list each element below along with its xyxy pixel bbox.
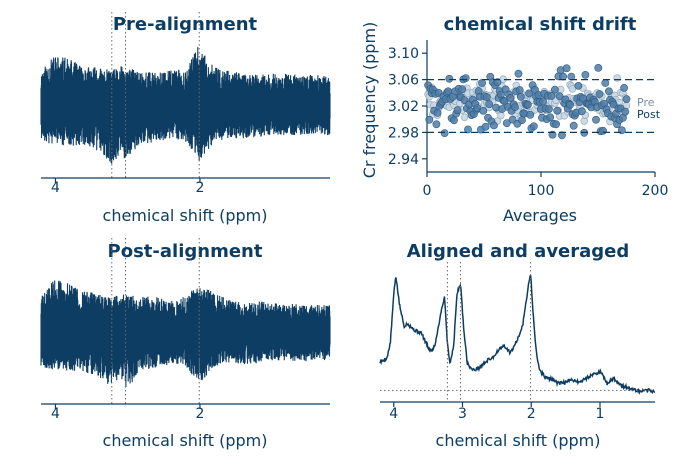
pre-point — [489, 121, 498, 130]
x-tick-label: 2 — [195, 406, 204, 422]
drift-xlabel: Averages — [503, 206, 577, 225]
y-tick-label: 3.10 — [388, 46, 419, 62]
pre-point — [529, 122, 538, 131]
pre-point — [425, 115, 434, 124]
post-point — [460, 113, 469, 121]
drift-ylabel: Cr frequency (ppm) — [360, 22, 379, 179]
spectrum-trace — [40, 280, 331, 388]
x-tick-label: 2 — [527, 406, 536, 422]
x-tick-label: 200 — [642, 183, 669, 199]
x-tick-label: 4 — [51, 180, 60, 196]
pre-point — [621, 107, 630, 116]
pre-point — [514, 69, 523, 78]
pre-point — [485, 100, 494, 108]
pre-point — [511, 103, 519, 111]
pre-point — [526, 111, 535, 119]
x-tick-label: 1 — [596, 406, 605, 422]
pre-point — [553, 106, 562, 115]
pre-series-label: Pre — [637, 96, 655, 109]
pre-point — [464, 125, 472, 134]
pre-point — [479, 107, 488, 115]
pre-point — [620, 84, 628, 92]
pre-point — [622, 95, 631, 103]
pre-point — [516, 92, 525, 101]
x-tick-label: 100 — [528, 183, 555, 199]
pre-point — [601, 79, 610, 87]
pre-point — [547, 92, 556, 100]
post-alignment-title: Post-alignment — [108, 241, 263, 262]
pre-point — [545, 105, 553, 113]
pre-point — [518, 116, 526, 124]
post-xlabel: chemical shift (ppm) — [103, 431, 268, 450]
pre-point — [506, 94, 515, 102]
pre-point — [552, 120, 560, 129]
pre-point — [515, 86, 524, 94]
post-point — [568, 85, 577, 93]
pre-point — [551, 85, 559, 94]
avg-xlabel: chemical shift (ppm) — [436, 431, 601, 450]
pre-point — [445, 74, 454, 83]
pre-point — [461, 74, 470, 82]
x-tick-label: 0 — [423, 183, 432, 199]
x-tick-label: 2 — [195, 180, 204, 196]
post-series-label: Post — [637, 108, 661, 121]
y-tick-label: 3.02 — [388, 99, 419, 115]
aligned-averaged-title: Aligned and averaged — [407, 241, 630, 262]
pre-point — [562, 64, 571, 73]
spectrum-trace — [40, 47, 331, 164]
pre-alignment-title: Pre-alignment — [113, 14, 258, 35]
pre-point — [594, 64, 603, 72]
averaged-plot: 4 3 2 1 — [379, 262, 656, 422]
pre-point — [599, 126, 607, 135]
pre-point — [481, 122, 490, 131]
pre-point — [595, 90, 604, 98]
pre-point — [524, 100, 532, 109]
pre-point — [493, 78, 502, 87]
pre-point — [502, 119, 511, 127]
pre-point — [566, 100, 574, 109]
pre-point — [558, 131, 566, 140]
x-tick-label: 3 — [458, 406, 467, 422]
y-tick-label: 2.94 — [388, 152, 419, 168]
pre-point — [482, 93, 491, 101]
pre-point — [546, 113, 555, 122]
pre-point — [433, 109, 442, 117]
pre-point — [592, 115, 600, 124]
pre-point — [432, 120, 441, 129]
x-tick-label: 4 — [51, 406, 60, 422]
pre-point — [500, 97, 509, 106]
pre-point — [569, 121, 578, 130]
pre-point — [581, 71, 590, 79]
post-point — [613, 74, 621, 82]
averaged-spectrum — [379, 275, 656, 395]
pre-point — [453, 106, 462, 115]
pre-xlabel: chemical shift (ppm) — [103, 206, 268, 225]
pre-point — [458, 85, 467, 94]
pre-point — [574, 82, 583, 90]
pre-point — [539, 97, 547, 106]
x-tick-label: 4 — [389, 406, 398, 422]
pre-point — [450, 116, 458, 125]
drift-title: chemical shift drift — [444, 14, 637, 35]
pre-point — [525, 89, 533, 98]
y-tick-label: 3.06 — [388, 73, 419, 89]
post-point — [497, 111, 505, 120]
pre-point — [605, 87, 613, 96]
pre-point — [478, 79, 486, 87]
y-tick-label: 2.98 — [388, 125, 419, 141]
pre-point — [578, 107, 586, 116]
pre-point — [440, 129, 449, 137]
